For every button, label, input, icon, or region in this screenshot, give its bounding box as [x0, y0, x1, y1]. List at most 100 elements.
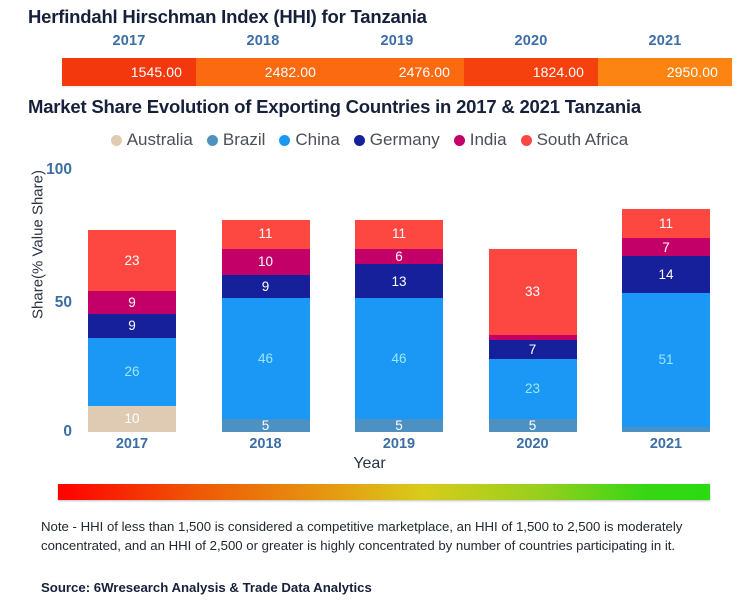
bar-segment-india[interactable]: 10: [221, 248, 310, 275]
hhi-year-2020: 2020: [514, 33, 548, 49]
x-tick-2019: 2019: [382, 436, 416, 452]
legend-item-australia[interactable]: Australia: [110, 130, 193, 150]
bar-segment-india[interactable]: [488, 335, 577, 341]
bar-segment-china[interactable]: 46: [221, 298, 310, 419]
bar-segment-germany[interactable]: 13: [355, 264, 443, 299]
legend-swatch-icon: [110, 134, 122, 146]
bar-stack: 5 46 9 10 11: [221, 219, 310, 432]
y-tick-100: 100: [46, 161, 72, 178]
bar-segment-south-africa[interactable]: 11: [355, 219, 443, 249]
source-text: Source: 6Wresearch Analysis & Trade Data…: [41, 580, 372, 595]
bar-segment-germany[interactable]: 9: [221, 274, 310, 299]
bar-segment-south-africa[interactable]: 11: [622, 209, 710, 239]
legend-swatch-icon: [453, 134, 465, 146]
bar-segment-china[interactable]: 23: [488, 358, 577, 419]
y-axis-title: Share(% Value Share): [29, 170, 47, 319]
hhi-cell-2019: 2476.00: [330, 58, 464, 86]
hhi-value-bar: 1545.00 2482.00 2476.00 1824.00 2950.00: [62, 58, 732, 86]
bar-segment-value: 10: [124, 411, 140, 427]
bar-segment-south-africa[interactable]: 33: [488, 248, 577, 336]
hhi-year-2019: 2019: [380, 33, 414, 49]
legend-label: Germany: [369, 130, 440, 149]
bar-segment-brazil[interactable]: 5: [221, 418, 310, 432]
legend-item-south-africa[interactable]: South Africa: [520, 130, 628, 150]
bar-segment-value: 5: [261, 418, 270, 432]
bar-segment-value: 7: [662, 239, 670, 255]
x-tick-2018: 2018: [249, 436, 282, 452]
bar-segment-value: 23: [124, 252, 140, 268]
bar-segment-china[interactable]: 51: [622, 293, 710, 427]
bar-group-2020: 5 23 7 33: [488, 170, 577, 432]
bar-segment-south-africa[interactable]: 11: [221, 219, 310, 249]
bar-segment-value: 46: [391, 350, 407, 366]
legend-item-brazil[interactable]: Brazil: [206, 130, 266, 150]
bar-segment-value: 9: [128, 294, 136, 310]
x-tick-2017: 2017: [115, 436, 149, 452]
legend-label: India: [469, 130, 507, 149]
hhi-year-row: 2017 2018 2019 2020 2021: [62, 33, 732, 55]
hhi-title: Herfindahl Hirschman Index (HHI) for Tan…: [28, 6, 427, 27]
bar-segment-value: 11: [658, 216, 673, 231]
bar-segment-value: 7: [528, 341, 537, 357]
bar-segment-value: 9: [261, 278, 270, 294]
hhi-year-2018: 2018: [246, 33, 280, 49]
bar-segment-india[interactable]: 7: [622, 238, 710, 257]
bar-segment-india[interactable]: 9: [88, 290, 176, 315]
legend-item-germany[interactable]: Germany: [353, 130, 440, 150]
bar-segment-value: 5: [395, 418, 403, 432]
hhi-year-2017: 2017: [112, 33, 146, 49]
hhi-cell-2020: 1824.00: [464, 58, 598, 86]
hhi-cell-2021: 2950.00: [598, 58, 732, 86]
bar-segment-value: 51: [658, 352, 674, 368]
legend-swatch-icon: [279, 134, 291, 146]
legend-swatch-icon: [206, 134, 218, 146]
y-tick-0: 0: [63, 423, 72, 440]
legend-item-india[interactable]: India: [453, 130, 507, 150]
chart-legend: Australia Brazil China Germany India South Af…: [0, 130, 739, 150]
bar-segment-china[interactable]: 26: [88, 337, 176, 406]
bar-segment-brazil[interactable]: 5: [355, 418, 443, 432]
bar-segment-brazil[interactable]: [622, 426, 710, 432]
bar-segment-value: 9: [128, 318, 136, 334]
bar-segment-value: 5: [528, 418, 537, 432]
bar-segment-value: 6: [395, 248, 403, 264]
bar-segment-germany[interactable]: 7: [488, 340, 577, 359]
bar-segment-germany[interactable]: 14: [622, 256, 710, 294]
legend-label: Brazil: [222, 130, 266, 149]
bar-segment-china[interactable]: 46: [355, 298, 443, 419]
bar-group-2018: 5 46 9 10 11: [221, 170, 310, 432]
x-tick-2021: 2021: [649, 436, 683, 452]
bar-stack: 51 14 7 11: [622, 209, 710, 432]
x-axis-title: Year: [353, 455, 386, 472]
bar-group-2021: 51 14 7 11: [622, 170, 710, 432]
bar-segment-australia[interactable]: 10: [88, 405, 176, 432]
hhi-year-2021: 2021: [648, 33, 682, 49]
bar-segment-value: 11: [258, 226, 273, 242]
legend-swatch-icon: [353, 134, 365, 146]
bar-segment-india[interactable]: 6: [355, 248, 443, 265]
bar-group-2019: 5 46 13 6 11: [355, 170, 443, 432]
hhi-cell-2017: 1545.00: [62, 58, 196, 86]
bar-stack: 10 26 9 9 23: [88, 230, 176, 432]
chart-title: Market Share Evolution of Exporting Coun…: [28, 96, 641, 117]
bar-segment-value: 26: [124, 364, 140, 379]
x-tick-2020: 2020: [516, 436, 549, 452]
bar-segment-brazil[interactable]: 5: [488, 418, 577, 432]
note-text: Note - HHI of less than 1,500 is conside…: [41, 519, 683, 553]
legend-swatch-icon: [520, 134, 532, 146]
bar-segment-value: 14: [658, 267, 674, 283]
bar-segment-value: 23: [524, 381, 541, 397]
legend-item-china[interactable]: China: [279, 130, 340, 150]
bar-segment-south-africa[interactable]: 23: [88, 230, 176, 291]
bar-segment-value: 33: [524, 284, 541, 300]
bar-stack: 5 46 13 6 11: [355, 219, 443, 432]
y-tick-50: 50: [54, 294, 72, 311]
bar-segment-value: 10: [257, 253, 274, 269]
bar-segment-germany[interactable]: 9: [88, 314, 176, 338]
legend-label: Australia: [126, 130, 193, 149]
concentration-gradient-strip: [58, 484, 710, 500]
bar-group-2017: 10 26 9 9 23: [88, 170, 176, 432]
hhi-cell-2018: 2482.00: [196, 58, 330, 86]
bar-stack: 5 23 7 33: [488, 248, 577, 432]
